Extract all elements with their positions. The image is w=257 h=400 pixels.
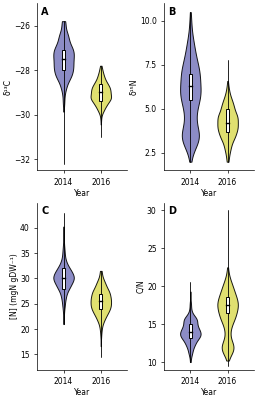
X-axis label: Year: Year [74,188,90,198]
Y-axis label: δ¹³C: δ¹³C [3,79,12,95]
Y-axis label: [N] (mgN gDW⁻¹): [N] (mgN gDW⁻¹) [10,253,19,319]
Y-axis label: δ¹⁵N: δ¹⁵N [129,79,138,95]
X-axis label: Year: Year [201,388,217,397]
Bar [99,294,102,309]
Bar [189,74,192,100]
Text: A: A [41,7,49,17]
Bar [62,50,65,70]
Bar [189,324,192,338]
Text: B: B [168,7,175,17]
Bar [62,268,65,289]
Text: D: D [168,206,176,216]
X-axis label: Year: Year [74,388,90,397]
Text: C: C [41,206,48,216]
Bar [226,298,229,313]
X-axis label: Year: Year [201,188,217,198]
Bar [99,84,102,101]
Bar [226,109,229,132]
Y-axis label: C/N: C/N [136,279,145,293]
